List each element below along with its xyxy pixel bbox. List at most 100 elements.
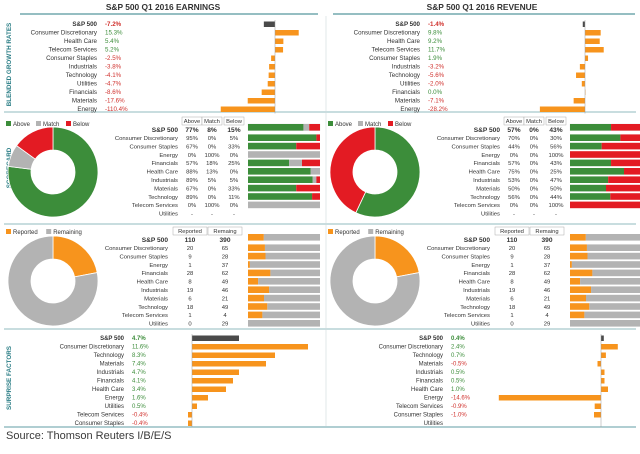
earnings-growth-category: S&P 500 <box>72 21 97 28</box>
earnings-scorecard-row-value: 100% <box>204 153 220 159</box>
earnings-scorecard-row-label: Financials <box>151 161 178 167</box>
revenue-reporting-header: Remaing <box>535 229 558 235</box>
earnings-surprise-value: 1.6% <box>132 396 146 402</box>
earnings-reporting-row-label: Energy <box>149 263 168 269</box>
earnings-scorecard-row-value: 0% <box>188 153 197 159</box>
earnings-surprise-value: 8.3% <box>132 353 146 359</box>
earnings-surprise-bar <box>192 336 239 342</box>
earnings-scorecard-stack-bar <box>302 160 320 167</box>
revenue-reporting-row-label: Technology <box>460 305 490 311</box>
revenue-scorecard-row-value: 0% <box>530 161 539 167</box>
revenue-reporting-summary-bar <box>570 234 586 241</box>
earnings-scorecard-stack-bar <box>248 134 316 141</box>
revenue-growth-value: -1.4% <box>428 21 445 28</box>
revenue-scorecard-row-label: Energy <box>481 153 500 159</box>
revenue-surprise-category: Technology <box>413 353 443 359</box>
revenue-reporting-row-value: 49 <box>544 280 551 286</box>
revenue-scorecard-stack-bar <box>570 134 620 141</box>
earnings-reporting-stack-bar <box>262 312 320 319</box>
earnings-scorecard-row-label: Health Care <box>147 170 179 176</box>
earnings-scorecard-row-label: Industrials <box>151 178 178 184</box>
revenue-reporting-row-value: 1 <box>510 313 513 319</box>
earnings-scorecard-row-label: Materials <box>154 186 178 192</box>
earnings-scorecard-row-value: 0% <box>188 203 197 209</box>
revenue-reporting-row-label: Telecom Services <box>444 313 490 319</box>
revenue-growth-category: Utilities <box>400 81 420 88</box>
earnings-reporting-stack-bar <box>248 270 270 277</box>
revenue-scorecard-stack-bar <box>610 193 640 200</box>
revenue-reporting-row-value: 9 <box>510 254 513 260</box>
revenue-scorecard-summary-value: 43% <box>549 127 562 134</box>
earnings-reporting-row-label: Telecom Services <box>122 313 168 319</box>
revenue-scorecard-summary-value: 0% <box>529 127 539 134</box>
earnings-surprise-value: -0.4% <box>132 421 148 427</box>
earnings-scorecard-stack-bar <box>316 134 320 141</box>
revenue-growth-bar <box>576 73 585 79</box>
revenue-growth-bar <box>585 30 601 36</box>
revenue-reporting-row-value: 28 <box>544 254 551 260</box>
revenue-growth-bar <box>585 47 604 53</box>
revenue-surprise-bar <box>499 395 601 401</box>
revenue-growth-category: Consumer Discretionary <box>354 30 421 37</box>
earnings-scorecard-stack-bar <box>311 168 320 175</box>
revenue-scorecard-row-value: 0% <box>530 153 539 159</box>
revenue-scorecard-summary-bar <box>570 124 611 131</box>
earnings-surprise-category: Health Care <box>92 387 125 393</box>
earnings-surprise-category: Telecom Services <box>77 413 124 419</box>
earnings-surprise-category: Industrials <box>97 370 124 376</box>
revenue-scorecard-stack-bar <box>570 168 624 175</box>
earnings-reporting-row-value: 28 <box>187 271 194 277</box>
earnings-scorecard-row-value: 5% <box>230 178 239 184</box>
revenue-scorecard-row-value: 0% <box>530 195 539 201</box>
revenue-surprise-category: Consumer Staples <box>394 413 443 419</box>
revenue-growth-value: -28.2% <box>428 106 448 113</box>
earnings-growth-value: -7.2% <box>105 21 122 28</box>
revenue-growth-bar <box>582 81 585 87</box>
revenue-surprise-category: Materials <box>419 362 443 368</box>
revenue-scorecard-stack-bar <box>611 160 640 167</box>
earnings-reporting-stack-bar <box>265 244 320 251</box>
earnings-scorecard-row-value: 0% <box>208 136 217 142</box>
revenue-reporting-stack-bar <box>570 286 591 293</box>
earnings-scorecard-stack-bar <box>248 176 313 183</box>
revenue-scorecard-stack-bar <box>570 193 610 200</box>
earnings-surprise-category: Materials <box>100 362 124 368</box>
earnings-growth-value: -4.7% <box>105 81 122 88</box>
revenue-scorecard-header: Below <box>548 119 565 125</box>
revenue-scorecard-row-value: 50% <box>508 186 521 192</box>
earnings-scorecard-row-value: - <box>211 212 213 218</box>
revenue-reporting-row-value: 18 <box>509 305 516 311</box>
revenue-scorecard-legend-swatch <box>328 121 333 126</box>
revenue-scorecard-row-label: Materials <box>476 186 500 192</box>
revenue-scorecard-stack-bar <box>570 143 602 150</box>
revenue-scorecard-row-label: Consumer Discretionary <box>437 136 500 142</box>
revenue-scorecard-legend-swatch <box>388 121 393 126</box>
revenue-reporting-row-value: 21 <box>544 296 551 302</box>
revenue-scorecard-row-value: 53% <box>508 178 521 184</box>
revenue-surprise-bar <box>601 370 605 376</box>
revenue-growth-value: 9.8% <box>428 30 443 37</box>
revenue-reporting-donut-slice <box>375 236 419 277</box>
revenue-surprise-value: 2.4% <box>451 345 465 351</box>
revenue-scorecard-row-value: - <box>533 212 535 218</box>
earnings-growth-value: -17.6% <box>105 98 125 105</box>
revenue-reporting-summary-label: S&P 500 <box>464 237 491 244</box>
earnings-scorecard-row-value: 95% <box>186 136 199 142</box>
revenue-reporting-row-label: Industrials <box>463 288 490 294</box>
earnings-surprise-value: 11.6% <box>132 345 149 351</box>
earnings-reporting-summary-bar <box>264 234 320 241</box>
earnings-scorecard-row-label: Consumer Discretionary <box>115 136 178 142</box>
earnings-surprise-bar <box>192 370 239 376</box>
earnings-scorecard-row-label: Telecom Services <box>132 203 178 209</box>
revenue-surprise-bar <box>595 404 601 410</box>
revenue-scorecard-row-label: Telecom Services <box>454 203 500 209</box>
revenue-reporting-stack-bar <box>570 261 572 268</box>
earnings-scorecard-row-value: 18% <box>206 161 219 167</box>
revenue-scorecard-row-value: 0% <box>530 186 539 192</box>
revenue-scorecard-legend-label: Below <box>395 122 412 128</box>
revenue-growth-value: -3.2% <box>428 64 445 71</box>
revenue-scorecard-row-value: 25% <box>550 170 563 176</box>
earnings-reporting-row-value: 8 <box>188 280 192 286</box>
earnings-reporting-stack-bar <box>248 286 269 293</box>
revenue-surprise-bar <box>594 412 601 418</box>
